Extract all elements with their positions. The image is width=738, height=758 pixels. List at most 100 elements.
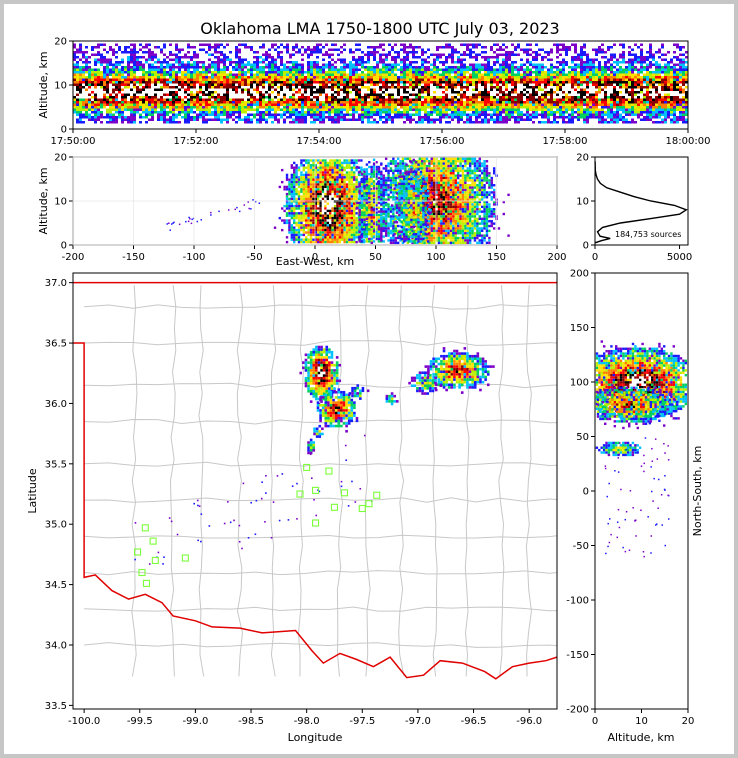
source-density-cell [463, 111, 466, 114]
source-density-cell [538, 96, 541, 99]
source-density-cell [262, 88, 265, 91]
source-density-cell [274, 71, 277, 74]
source-density-cell [289, 86, 292, 89]
source-density-cell [352, 88, 355, 91]
source-density-cell [613, 96, 616, 99]
source-density-cell [646, 66, 649, 69]
source-density-cell [241, 91, 244, 94]
source-density-cell [496, 106, 499, 109]
source-density-cell [466, 78, 469, 81]
source-density-cell [238, 103, 241, 106]
source-density-cell [637, 81, 640, 84]
source-density-cell [613, 71, 616, 74]
source-density-cell [319, 68, 322, 71]
source-density-cell [601, 51, 604, 54]
source-density-cell [232, 98, 235, 101]
source-density-cell [220, 103, 223, 106]
source-density-cell [475, 78, 478, 81]
source-density-cell [463, 113, 466, 116]
source-density-cell [424, 101, 427, 104]
source-density-cell [106, 103, 109, 106]
source-density-cell [439, 86, 442, 89]
source-density-cell [502, 81, 505, 84]
source-density-cell [598, 116, 601, 119]
source-density-cell [286, 93, 289, 96]
source-density-cell [418, 98, 421, 101]
source-density-cell [589, 86, 592, 89]
source-density-cell [628, 121, 631, 124]
source-density-cell [205, 93, 208, 96]
source-density-cell [505, 86, 508, 89]
source-density-cell [196, 91, 199, 94]
source-density-cell [487, 98, 490, 101]
source-density-cell [313, 83, 316, 86]
source-density-cell [250, 103, 253, 106]
source-density-cell [595, 78, 598, 81]
source-density-cell [343, 83, 346, 86]
source-density-cell [535, 63, 538, 66]
source-density-cell [601, 108, 604, 111]
source-density-cell [388, 66, 391, 69]
source-density-cell [334, 81, 337, 84]
source-density-cell [589, 81, 592, 84]
source-density-cell [85, 83, 88, 86]
source-density-cell [223, 53, 226, 56]
source-density-cell [466, 93, 469, 96]
source-density-cell [580, 46, 583, 49]
source-density-cell [490, 118, 493, 121]
source-density-cell [430, 78, 433, 81]
source-density-cell [352, 113, 355, 116]
source-density-cell [238, 61, 241, 64]
source-density-cell [97, 68, 100, 71]
source-density-cell [424, 78, 427, 81]
source-density-cell [307, 73, 310, 76]
source-density-cell [400, 78, 403, 81]
source-density-cell [484, 51, 487, 54]
source-density-cell [304, 111, 307, 114]
source-density-cell [628, 103, 631, 106]
source-density-cell [616, 116, 619, 119]
source-density-cell [316, 118, 319, 121]
source-density-cell [430, 76, 433, 79]
source-density-cell [445, 56, 448, 59]
source-density-cell [310, 61, 313, 64]
source-density-cell [610, 66, 613, 69]
source-density-cell [595, 88, 598, 91]
source-density-cell [643, 66, 646, 69]
source-density-cell [460, 118, 463, 121]
source-density-cell [253, 76, 256, 79]
source-density-cell [559, 91, 562, 94]
source-density-cell [283, 68, 286, 71]
source-density-cell [550, 83, 553, 86]
source-density-cell [595, 91, 598, 94]
source-density-cell [463, 43, 466, 46]
source-density-cell [184, 98, 187, 101]
source-density-cell [574, 81, 577, 84]
source-density-cell [574, 91, 577, 94]
source-density-cell [637, 86, 640, 89]
source-density-cell [178, 48, 181, 51]
source-density-cell [526, 118, 529, 121]
source-density-cell [589, 58, 592, 61]
source-density-cell [595, 53, 598, 56]
source-density-cell [133, 96, 136, 99]
source-density-cell [169, 58, 172, 61]
source-density-cell [454, 96, 457, 99]
source-density-cell [250, 73, 253, 76]
source-density-cell [595, 73, 598, 76]
source-density-cell [517, 116, 520, 119]
source-density-cell [82, 113, 85, 116]
source-density-cell [472, 81, 475, 84]
source-density-cell [292, 86, 295, 89]
source-density-cell [439, 116, 442, 119]
source-density-cell [469, 68, 472, 71]
source-density-cell [589, 96, 592, 99]
source-density-cell [379, 108, 382, 111]
source-density-cell [175, 61, 178, 64]
source-density-cell [277, 98, 280, 101]
source-density-cell [625, 118, 628, 121]
source-density-cell [232, 68, 235, 71]
source-density-cell [499, 108, 502, 111]
source-density-cell [205, 91, 208, 94]
source-density-cell [637, 103, 640, 106]
